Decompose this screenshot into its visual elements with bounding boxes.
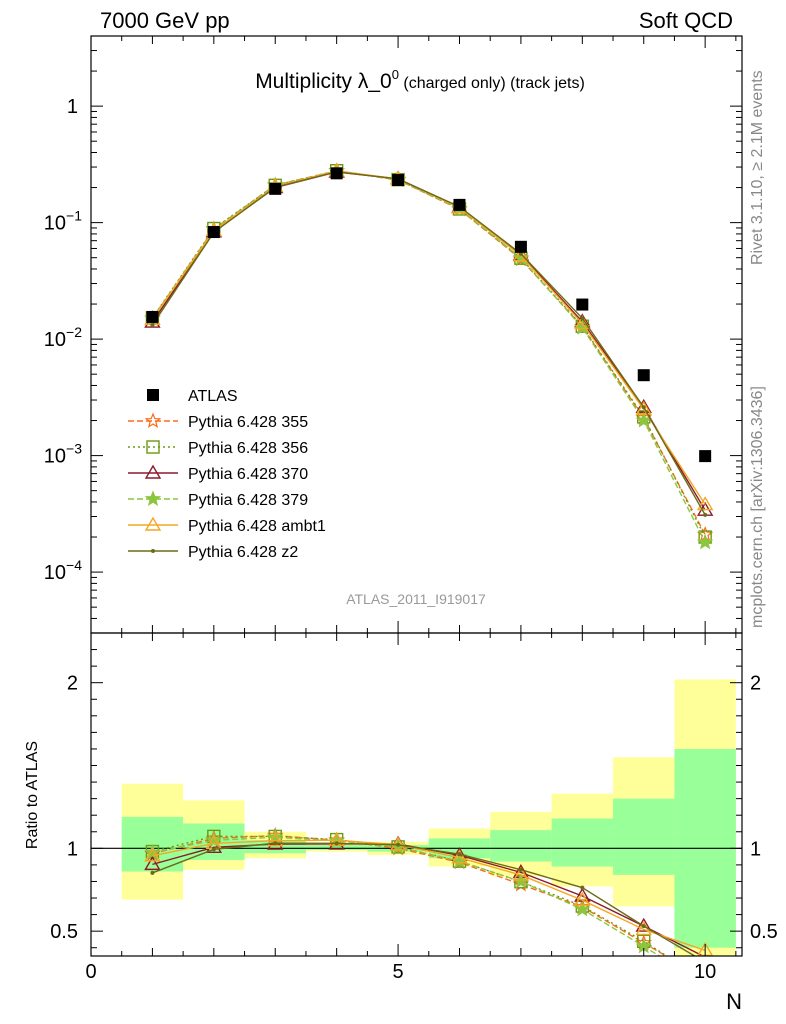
y-tick-label-ratio: 1 — [67, 838, 78, 860]
series-line-ratio — [152, 839, 706, 952]
band-green — [613, 798, 675, 875]
series-point-ratio — [641, 924, 646, 929]
band-green — [490, 830, 552, 862]
series-point-ratio — [389, 836, 407, 851]
chart-title-suffix: (charged only) (track jets) — [399, 75, 585, 92]
series-point-main — [696, 533, 714, 550]
chart-title-main: Multiplicity λ_0 — [255, 70, 392, 93]
header-right: Soft QCD — [639, 8, 733, 33]
y-tick-label-ratio: 0.5 — [50, 921, 78, 943]
ratio-frame — [90, 632, 743, 957]
legend-label: ATLAS — [188, 388, 238, 405]
series-line-main — [151, 171, 706, 516]
series-point-ratio — [574, 900, 591, 917]
data-point-atlas — [637, 369, 650, 382]
series-point-ratio — [635, 917, 652, 932]
series-point-ratio — [512, 872, 530, 889]
data-point-atlas — [269, 182, 282, 195]
legend-label: Pythia 6.428 z2 — [188, 544, 298, 561]
band-green — [551, 818, 614, 867]
series-point-main — [150, 323, 155, 328]
legend-label: Pythia 6.428 356 — [188, 440, 308, 457]
series-point-ratio — [574, 891, 591, 906]
legend-marker — [147, 389, 159, 401]
y-tick-label-ratio-right: 0.5 — [750, 921, 778, 943]
series-point-main — [696, 496, 714, 511]
legend-entry: ATLAS — [147, 388, 238, 405]
legend-marker — [151, 549, 155, 553]
data-point-atlas — [576, 298, 589, 311]
series-point-main — [580, 316, 585, 321]
data-point-atlas — [699, 450, 712, 463]
mcplots-label: mcplots.cern.ch [arXiv:1306.3436] — [749, 386, 766, 628]
x-axis-label: N — [726, 989, 742, 1014]
legend-marker — [144, 464, 162, 479]
data-point-atlas — [207, 226, 220, 239]
chart-title: Multiplicity λ_00 (charged only) (track … — [255, 67, 585, 93]
y-tick-label-ratio: 2 — [67, 673, 78, 695]
series-point-ratio — [396, 842, 401, 847]
legend-marker — [144, 516, 162, 531]
y-tick-label-main: 10−1 — [44, 208, 82, 235]
data-point-atlas — [392, 174, 405, 187]
series-point-main — [641, 405, 646, 410]
series-point-ratio — [512, 866, 530, 881]
legend-entry: Pythia 6.428 z2 — [128, 544, 298, 561]
legend-entry: Pythia 6.428 370 — [128, 464, 308, 483]
series-point-ratio — [334, 841, 339, 846]
legend-marker — [146, 440, 160, 454]
y-tick-label-main: 10−2 — [44, 324, 82, 351]
ratio-axis-label: Ratio to ATLAS — [24, 741, 41, 849]
y-tick-label-main: 1 — [67, 96, 78, 118]
series-point-ratio — [144, 847, 161, 862]
data-point-atlas — [146, 310, 159, 323]
legend-label: Pythia 6.428 355 — [188, 414, 308, 431]
legend-entry: Pythia 6.428 356 — [128, 440, 308, 457]
y-tick-label-main: 10−3 — [44, 441, 82, 468]
rivet-label: Rivet 3.1.10, ≥ 2.1M events — [749, 70, 766, 265]
x-tick-label: 10 — [694, 961, 716, 983]
legend-entry: Pythia 6.428 379 — [128, 490, 308, 509]
legend-label: Pythia 6.428 370 — [188, 466, 308, 483]
legend-label: Pythia 6.428 ambt1 — [188, 518, 326, 535]
series-line-main — [151, 171, 706, 511]
series-point-ratio — [457, 852, 462, 857]
series-point-ratio — [144, 855, 161, 871]
legend-entry: Pythia 6.428 ambt1 — [128, 516, 326, 535]
series-line-main — [151, 170, 706, 543]
data-point-atlas — [514, 240, 527, 253]
chart-title-sup: 0 — [392, 67, 399, 82]
y-tick-label-ratio-right: 1 — [750, 838, 761, 860]
series-point-main — [703, 512, 708, 517]
series-point-ratio — [580, 885, 585, 890]
data-point-atlas — [453, 198, 466, 211]
series-point-ratio — [267, 832, 284, 847]
series-line-ratio — [152, 834, 667, 957]
legend-marker — [144, 490, 162, 507]
series-point-main — [635, 400, 652, 415]
x-tick-label: 0 — [85, 961, 96, 983]
legend-entry: Pythia 6.428 355 — [128, 412, 308, 431]
series-point-ratio — [451, 849, 468, 864]
x-tick-label: 5 — [393, 961, 404, 983]
series-point-ratio — [273, 841, 278, 846]
series-point-ratio — [150, 870, 155, 875]
band-green — [305, 845, 368, 850]
header-left: 7000 GeV pp — [100, 8, 230, 33]
series-point-ratio — [211, 847, 216, 852]
legend-marker — [144, 412, 162, 429]
data-point-atlas — [330, 167, 343, 180]
series-point-ratio — [518, 867, 523, 872]
y-tick-label-main: 10−4 — [44, 557, 82, 584]
analysis-label: ATLAS_2011_I919017 — [346, 591, 486, 607]
series-point-main — [512, 247, 530, 262]
y-tick-label-ratio-right: 2 — [750, 673, 761, 695]
series-line-ratio — [152, 842, 696, 957]
legend-label: Pythia 6.428 379 — [188, 492, 308, 509]
series-line-ratio — [152, 836, 660, 957]
